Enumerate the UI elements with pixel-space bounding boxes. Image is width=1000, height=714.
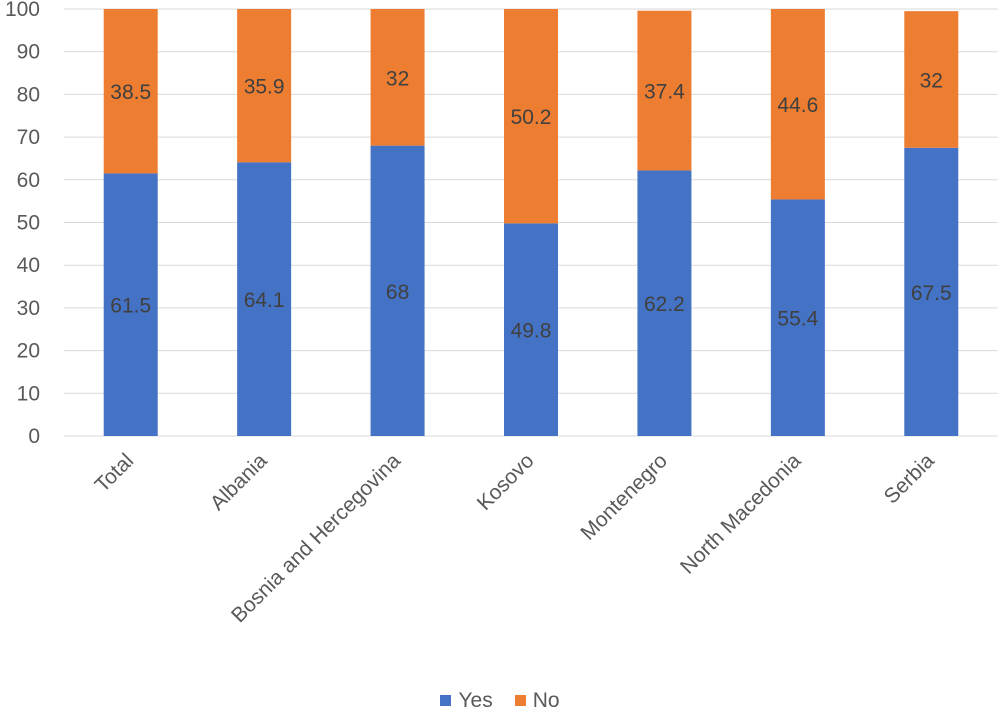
legend-swatch-yes [440, 694, 452, 706]
y-tick-label: 70 [17, 126, 40, 149]
bar-segment-no [370, 9, 425, 146]
bar-segment-no [770, 9, 825, 200]
data-label-no: 35.9 [244, 76, 285, 99]
y-tick-label: 90 [17, 41, 40, 64]
y-tick-label: 10 [17, 382, 40, 405]
bar-segment-yes [370, 145, 425, 436]
legend-item-no: No [514, 688, 560, 712]
x-category-label: Montenegro [576, 449, 672, 545]
data-label-no: 44.6 [777, 94, 818, 117]
bar-segment-no [637, 10, 692, 171]
data-labels: 61.5 38.5 64.1 35.9 68 32 49.8 50.2 62.2 37.4 55.4… [110, 67, 951, 342]
x-category-label: North Macedonia [676, 449, 806, 579]
x-category-label: Albania [206, 449, 272, 515]
bar-segment-yes [637, 170, 692, 436]
x-category-label: Total [91, 449, 139, 497]
data-label-yes: 49.8 [511, 320, 552, 343]
y-tick-label: 0 [28, 425, 40, 448]
data-label-no: 32 [386, 67, 409, 90]
data-label-yes: 64.1 [244, 289, 285, 312]
legend-label-yes: Yes [458, 688, 493, 712]
data-label-yes: 61.5 [110, 295, 151, 318]
y-tick-label: 100 [5, 0, 40, 21]
data-label-yes: 62.2 [644, 293, 685, 316]
x-category-label: Kosovo [473, 449, 539, 515]
legend: Yes No [0, 686, 1000, 714]
bar-segment-no [103, 9, 158, 174]
y-tick-label: 40 [17, 254, 40, 277]
bar-segment-yes [904, 147, 959, 436]
data-label-yes: 55.4 [777, 308, 818, 331]
bar-segment-no [504, 9, 558, 224]
bar-segment-no [904, 11, 959, 148]
x-category-label: Serbia [880, 449, 939, 508]
legend-swatch-no [514, 694, 526, 706]
bar-segment-yes [237, 162, 292, 436]
bar-segment-no [237, 9, 292, 163]
data-label-yes: 67.5 [911, 282, 952, 305]
y-tick-label: 30 [17, 297, 40, 320]
bar-segment-yes [103, 173, 158, 436]
data-label-yes: 68 [386, 281, 409, 304]
data-label-no: 38.5 [110, 81, 151, 104]
data-label-no: 37.4 [644, 81, 685, 104]
y-tick-label: 60 [17, 169, 40, 192]
y-tick-label: 50 [17, 212, 40, 235]
bars [103, 9, 959, 436]
data-label-no: 32 [920, 69, 943, 92]
data-label-no: 50.2 [511, 106, 552, 129]
y-tick-label: 80 [17, 83, 40, 106]
y-axis-tick-labels: 0 10 20 30 40 50 60 70 80 90 100 [5, 0, 40, 448]
bar-segment-yes [504, 223, 558, 436]
legend-item-yes: Yes [440, 688, 493, 712]
bar-segment-yes [770, 199, 825, 436]
legend-label-no: No [532, 688, 560, 712]
y-tick-label: 20 [17, 340, 40, 363]
